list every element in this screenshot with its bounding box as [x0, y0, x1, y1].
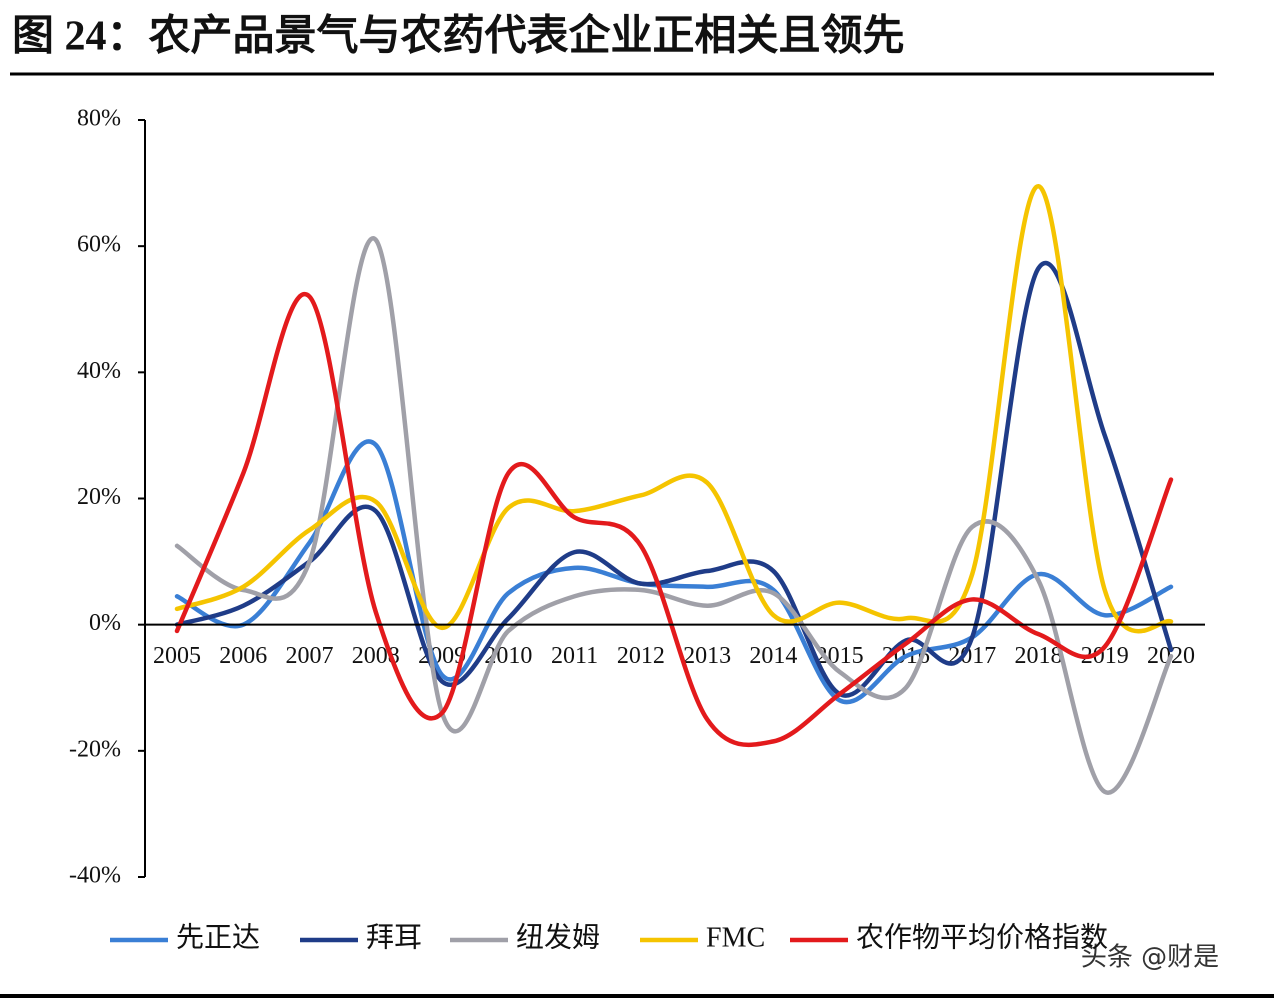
y-tick-label: 60% — [77, 232, 121, 258]
x-tick-label: 2013 — [683, 643, 731, 669]
legend-label: 拜耳 — [366, 921, 422, 953]
legend-label: FMC — [706, 922, 765, 953]
x-tick-label: 2005 — [153, 643, 201, 669]
x-tick-label: 2017 — [948, 643, 996, 669]
series-line — [174, 236, 1174, 795]
legend-label: 农作物平均价格指数 — [856, 921, 1108, 953]
y-tick-label: -20% — [69, 736, 121, 762]
legend-label: 纽发姆 — [516, 921, 600, 953]
x-tick-label: 2012 — [617, 643, 665, 669]
y-tick-label: 0% — [89, 610, 121, 636]
x-tick-label: 2006 — [219, 643, 267, 669]
x-tick-label: 2018 — [1014, 643, 1062, 669]
y-tick-label: 20% — [77, 484, 121, 510]
chart-title: 图 24：农产品景气与农药代表企业正相关且领先 — [12, 12, 905, 60]
y-tick-label: 80% — [77, 106, 121, 132]
series-line — [174, 291, 1174, 748]
y-tick-label: -40% — [69, 863, 121, 889]
y-tick-label: 40% — [77, 358, 121, 384]
x-tick-label: 2007 — [286, 643, 334, 669]
series-line — [174, 183, 1174, 634]
series-line — [174, 260, 1174, 698]
x-tick-label: 2014 — [749, 643, 797, 669]
legend-label: 先正达 — [176, 921, 260, 953]
x-tick-label: 2011 — [551, 643, 598, 669]
watermark: 头条 @财是 — [1081, 943, 1219, 973]
